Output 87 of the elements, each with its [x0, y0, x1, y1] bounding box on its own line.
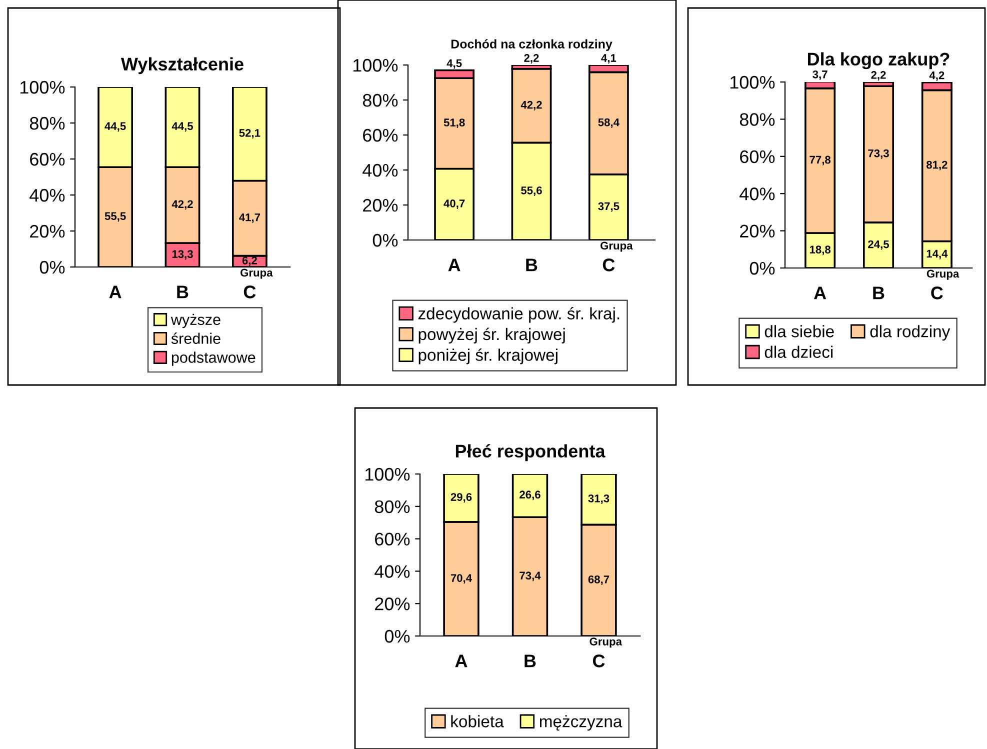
x-axis-title: Grupa: [600, 242, 633, 252]
legend-label: wyższe: [170, 314, 220, 328]
data-label: 44,5: [104, 122, 126, 132]
data-label: 81,2: [926, 160, 948, 170]
data-label: 52,1: [239, 129, 260, 138]
data-label: 77,8: [810, 156, 831, 166]
x-tick-label: B: [873, 286, 884, 300]
chart-title: Dochód na członka rodziny: [451, 39, 612, 51]
data-label: 2,2: [871, 71, 886, 80]
x-tick-label: A: [109, 286, 122, 298]
y-tick-label: 60%: [363, 128, 398, 142]
y-tick-label: 0%: [40, 260, 65, 274]
chart-title: Płeć respondenta: [456, 444, 606, 462]
y-tick-label: 80%: [740, 113, 775, 126]
data-label: 14,4: [926, 250, 948, 260]
data-label: 13,3: [172, 250, 193, 260]
y-tick-label: 60%: [740, 150, 775, 164]
data-label: 73,4: [520, 572, 541, 582]
data-label: 55,6: [521, 186, 542, 196]
x-axis-title: Grupa: [590, 638, 622, 648]
data-label: 31,3: [588, 494, 610, 504]
x-tick-label: C: [602, 258, 615, 272]
data-label: 73,3: [868, 149, 889, 159]
data-label: 3,7: [812, 70, 828, 80]
y-tick-label: 80%: [374, 500, 410, 514]
y-tick-label: 20%: [740, 224, 775, 238]
y-tick-label: 40%: [374, 565, 410, 578]
legend-label: dla rodziny: [870, 325, 950, 341]
data-label: 40,7: [444, 200, 465, 209]
x-tick-label: C: [931, 286, 943, 300]
y-tick-label: 40%: [30, 188, 65, 202]
y-tick-label: 100%: [730, 76, 775, 89]
y-tick-label: 80%: [30, 116, 65, 130]
legend-label: powyżej śr. krajowej: [418, 328, 565, 344]
data-label: 18,8: [810, 246, 831, 256]
x-tick-label: B: [526, 258, 538, 272]
x-axis-title: Grupa: [240, 268, 273, 279]
data-label: 4,5: [446, 59, 462, 69]
legend-label: dla siebie: [764, 325, 834, 338]
legend-label: kobieta: [451, 715, 504, 728]
data-label: 29,6: [450, 493, 472, 503]
y-tick-label: 0%: [384, 630, 410, 643]
x-tick-label: A: [814, 286, 826, 300]
legend-label: średnie: [171, 332, 220, 344]
x-tick-label: B: [524, 654, 536, 668]
y-tick-label: 20%: [363, 198, 398, 212]
y-tick-label: 20%: [30, 224, 65, 238]
data-label: 51,8: [444, 118, 465, 128]
legend-label: podstawowe: [172, 352, 256, 366]
y-tick-label: 80%: [362, 94, 398, 107]
x-tick-label: A: [455, 654, 468, 668]
data-label: 6,2: [242, 256, 257, 266]
data-label: 24,5: [868, 240, 890, 250]
data-label: 26,6: [520, 490, 540, 500]
data-label: 68,7: [588, 575, 610, 585]
data-label: 58,4: [598, 118, 620, 128]
chart-title: Wykształcenie: [120, 57, 244, 74]
y-tick-label: 100%: [365, 468, 410, 481]
data-label: 4,1: [601, 54, 616, 64]
legend-label: dla dzieci: [764, 346, 833, 358]
legend-label: mężczyzna: [540, 715, 622, 731]
data-label: 41,7: [239, 214, 260, 223]
legend-label: poniżej śr. krajowej: [418, 348, 558, 364]
x-tick-label: B: [177, 286, 188, 298]
data-label: 4,2: [929, 71, 944, 81]
y-tick-label: 40%: [740, 188, 775, 200]
data-label: 42,2: [172, 200, 193, 210]
x-tick-label: C: [592, 654, 605, 668]
data-label: 55,5: [104, 212, 126, 222]
legend-label: zdecydowanie pow. śr. kraj.: [418, 307, 620, 323]
chart-title: Dla kogo zakup?: [808, 52, 950, 70]
y-tick-label: 60%: [30, 152, 65, 166]
y-tick-label: 20%: [375, 598, 410, 610]
x-tick-label: A: [448, 258, 460, 272]
data-label: 37,5: [598, 202, 620, 212]
x-tick-label: C: [244, 286, 256, 298]
x-axis-title: Grupa: [926, 270, 960, 280]
data-label: 2,2: [524, 54, 539, 64]
data-label: 42,2: [520, 100, 542, 110]
y-tick-label: 0%: [372, 234, 398, 247]
y-tick-label: 100%: [353, 58, 398, 72]
y-tick-label: 100%: [20, 80, 65, 94]
y-tick-label: 40%: [362, 164, 398, 177]
data-label: 70,4: [450, 574, 472, 584]
y-tick-label: 60%: [375, 532, 410, 546]
data-label: 44,5: [172, 122, 194, 132]
y-tick-label: 0%: [750, 262, 775, 275]
